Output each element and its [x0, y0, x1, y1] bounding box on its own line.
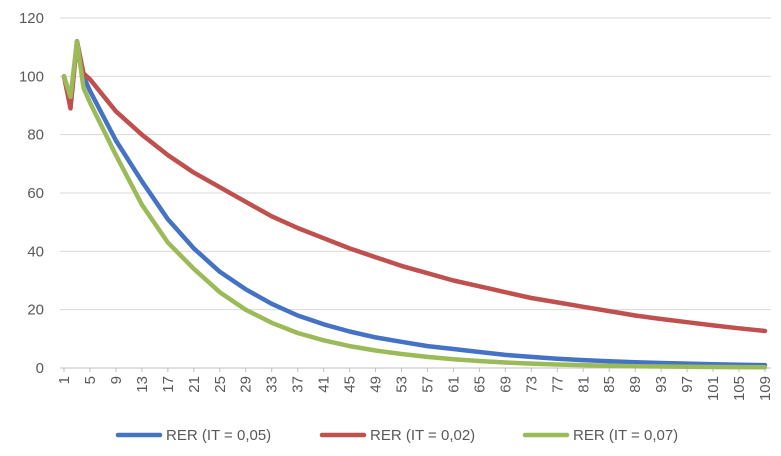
x-tick-label: 53: [394, 376, 411, 393]
series-line-3: [61, 39, 768, 370]
x-tick-label: 89: [627, 376, 644, 393]
x-tick-label: 101: [705, 376, 722, 401]
x-tick-label: 69: [497, 376, 514, 393]
x-tick-label: 1: [56, 376, 73, 384]
x-tick-label: 61: [445, 376, 462, 393]
x-tick-label: 73: [523, 376, 540, 393]
x-tick-label: 105: [731, 376, 748, 401]
series-lines: [61, 39, 768, 370]
x-tick-label: 109: [757, 376, 774, 401]
y-tick-label: 100: [19, 68, 44, 85]
x-tick-label: 77: [549, 376, 566, 393]
y-tick-label: 80: [27, 127, 44, 144]
x-tick-label: 25: [212, 376, 229, 393]
y-tick-label: 20: [27, 302, 44, 319]
x-tick-label: 45: [342, 376, 359, 393]
x-tick-label: 93: [653, 376, 670, 393]
x-tick-label: 33: [264, 376, 281, 393]
series-line-2: [61, 39, 768, 334]
legend-label-1: RER (IT = 0,05): [166, 427, 271, 444]
y-tick-label: 40: [27, 243, 44, 260]
series-line-1: [61, 39, 768, 368]
y-tick-label: 120: [19, 10, 44, 27]
x-tick-label: 17: [160, 376, 177, 393]
x-tick-label: 57: [419, 376, 436, 393]
legend-label-3: RER (IT = 0,07): [573, 427, 678, 444]
x-tick-label: 81: [575, 376, 592, 393]
y-tick-label: 0: [36, 360, 44, 377]
x-tick-label: 65: [471, 376, 488, 393]
y-tick-label: 60: [27, 185, 44, 202]
x-axis-ticks: 1 5 9 13 17 21 25 29 33 37 41 45 49 53 57 61 65 69 73 77 81 8…: [56, 368, 774, 401]
x-tick-label: 13: [134, 376, 151, 393]
gridlines: [60, 17, 771, 369]
x-tick-label: 97: [679, 376, 696, 393]
x-tick-label: 9: [108, 376, 125, 384]
x-tick-label: 49: [368, 376, 385, 393]
x-tick-label: 85: [601, 376, 618, 393]
legend: RER (IT = 0,05) RER (IT = 0,02) RER (IT = …: [115, 427, 678, 444]
y-axis-ticks: 0 20 40 60 80 100 120: [19, 10, 44, 377]
x-tick-label: 29: [238, 376, 255, 393]
legend-label-2: RER (IT = 0,02): [370, 427, 475, 444]
x-tick-label: 5: [82, 376, 99, 384]
x-tick-label: 41: [316, 376, 333, 393]
x-tick-label: 37: [290, 376, 307, 393]
x-tick-label: 21: [186, 376, 203, 393]
